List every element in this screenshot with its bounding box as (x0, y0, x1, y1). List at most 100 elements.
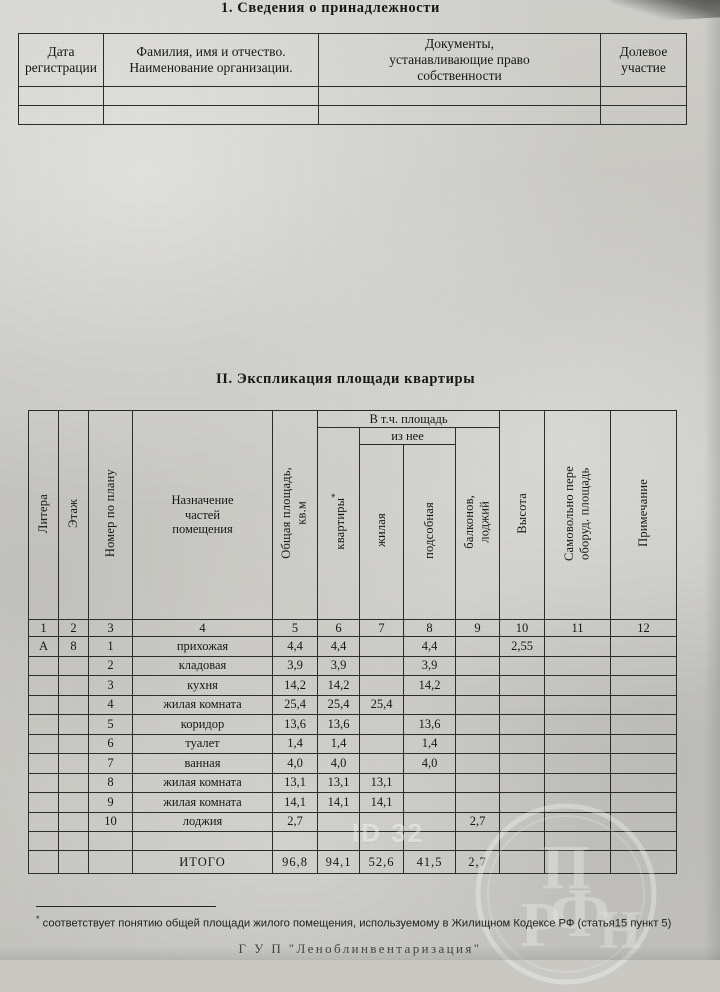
cell-living-area[interactable] (359, 636, 404, 657)
cell-apartment-area[interactable]: 13,1 (317, 772, 360, 793)
cell-apartment-area[interactable]: 4,0 (317, 753, 360, 774)
cell-balconies-area[interactable] (455, 753, 500, 774)
cell-apartment-area[interactable]: 3,9 (317, 655, 360, 676)
cell-total-area[interactable]: 14,1 (272, 792, 318, 813)
cell-litera[interactable]: А (28, 636, 59, 657)
cell-floor[interactable] (58, 733, 89, 754)
cell-floor[interactable] (58, 714, 89, 735)
cell-unauthorized-area[interactable] (544, 753, 611, 774)
cell-height[interactable] (499, 714, 545, 735)
cell-living-area[interactable] (359, 753, 404, 774)
cell-unauthorized-area[interactable] (544, 714, 611, 735)
cell-total-area[interactable]: 13,6 (272, 714, 318, 735)
cell-utility-area[interactable] (403, 694, 456, 715)
cell-total-area[interactable]: 1,4 (272, 733, 318, 754)
cell-apartment-area[interactable]: 25,4 (317, 694, 360, 715)
cell-unauthorized-area[interactable] (544, 733, 611, 754)
cell-unauthorized-area[interactable] (544, 675, 611, 696)
cell-floor[interactable]: 8 (58, 636, 89, 657)
cell-note[interactable] (610, 714, 677, 735)
cell-purpose[interactable]: жилая комната (132, 694, 273, 715)
cell-total-area[interactable]: 4,4 (272, 636, 318, 657)
cell-balconies-area[interactable]: 2,7 (455, 811, 500, 832)
cell-floor[interactable] (58, 811, 89, 832)
cell-note[interactable] (610, 675, 677, 696)
cell-living-area[interactable]: 13,1 (359, 772, 404, 793)
cell-unauthorized-area[interactable] (544, 636, 611, 657)
cell-plan-number[interactable]: 8 (88, 772, 133, 793)
cell-height[interactable] (499, 694, 545, 715)
cell-height[interactable] (499, 733, 545, 754)
cell-apartment-area[interactable]: 1,4 (317, 733, 360, 754)
table-row[interactable]: 3 кухня 14,2 14,2 14,2 (28, 675, 677, 696)
cell-height[interactable] (499, 655, 545, 676)
cell-total-area[interactable]: 13,1 (272, 772, 318, 793)
cell-note[interactable] (610, 792, 677, 813)
cell-plan-number[interactable]: 4 (88, 694, 133, 715)
cell-utility-area[interactable] (403, 772, 456, 793)
cell-purpose[interactable]: жилая комната (132, 772, 273, 793)
table-row[interactable]: 6 туалет 1,4 1,4 1,4 (28, 733, 677, 754)
cell-note[interactable] (610, 655, 677, 676)
cell-plan-number[interactable]: 10 (88, 811, 133, 832)
cell-floor[interactable] (58, 655, 89, 676)
cell-floor[interactable] (58, 694, 89, 715)
cell-purpose[interactable]: кухня (132, 675, 273, 696)
cell-balconies-area[interactable] (455, 636, 500, 657)
cell-purpose[interactable]: жилая комната (132, 792, 273, 813)
cell-litera[interactable] (28, 655, 59, 676)
cell-balconies-area[interactable] (455, 694, 500, 715)
cell-floor[interactable] (58, 753, 89, 774)
cell-plan-number[interactable]: 5 (88, 714, 133, 735)
cell-utility-area[interactable]: 13,6 (403, 714, 456, 735)
cell-total-area[interactable]: 25,4 (272, 694, 318, 715)
cell-utility-area[interactable] (403, 811, 456, 832)
cell-purpose[interactable]: прихожая (132, 636, 273, 657)
cell-purpose[interactable]: ванная (132, 753, 273, 774)
cell-utility-area[interactable]: 4,0 (403, 753, 456, 774)
cell-unauthorized-area[interactable] (544, 655, 611, 676)
cell-balconies-area[interactable] (455, 772, 500, 793)
cell-apartment-area[interactable]: 13,6 (317, 714, 360, 735)
cell-balconies-area[interactable] (455, 675, 500, 696)
cell-living-area[interactable]: 14,1 (359, 792, 404, 813)
cell-living-area[interactable]: 25,4 (359, 694, 404, 715)
ownership-cell-share[interactable] (600, 85, 687, 106)
ownership-cell-share[interactable] (600, 104, 687, 125)
cell-living-area[interactable] (359, 655, 404, 676)
cell-litera[interactable] (28, 811, 59, 832)
cell-apartment-area[interactable] (317, 811, 360, 832)
cell-utility-area[interactable]: 1,4 (403, 733, 456, 754)
ownership-empty-row[interactable] (18, 104, 687, 125)
cell-litera[interactable] (28, 694, 59, 715)
cell-unauthorized-area[interactable] (544, 694, 611, 715)
cell-height[interactable] (499, 811, 545, 832)
cell-litera[interactable] (28, 792, 59, 813)
cell-balconies-area[interactable] (455, 733, 500, 754)
table-row[interactable]: 5 коридор 13,6 13,6 13,6 (28, 714, 677, 735)
cell-unauthorized-area[interactable] (544, 792, 611, 813)
cell-height[interactable]: 2,55 (499, 636, 545, 657)
cell-litera[interactable] (28, 733, 59, 754)
cell-total-area[interactable]: 3,9 (272, 655, 318, 676)
cell-living-area[interactable] (359, 733, 404, 754)
cell-plan-number[interactable]: 2 (88, 655, 133, 676)
cell-litera[interactable] (28, 714, 59, 735)
cell-litera[interactable] (28, 753, 59, 774)
cell-unauthorized-area[interactable] (544, 772, 611, 793)
ownership-cell-documents[interactable] (318, 85, 601, 106)
ownership-cell-name[interactable] (103, 104, 319, 125)
ownership-empty-row[interactable] (18, 85, 687, 106)
cell-living-area[interactable] (359, 811, 404, 832)
cell-plan-number[interactable]: 7 (88, 753, 133, 774)
cell-height[interactable] (499, 675, 545, 696)
cell-floor[interactable] (58, 675, 89, 696)
cell-height[interactable] (499, 753, 545, 774)
cell-plan-number[interactable]: 1 (88, 636, 133, 657)
cell-apartment-area[interactable]: 14,1 (317, 792, 360, 813)
cell-utility-area[interactable]: 3,9 (403, 655, 456, 676)
cell-plan-number[interactable]: 3 (88, 675, 133, 696)
cell-apartment-area[interactable]: 4,4 (317, 636, 360, 657)
cell-balconies-area[interactable] (455, 655, 500, 676)
table-row[interactable]: А 8 1 прихожая 4,4 4,4 4,4 2,55 (28, 636, 677, 657)
